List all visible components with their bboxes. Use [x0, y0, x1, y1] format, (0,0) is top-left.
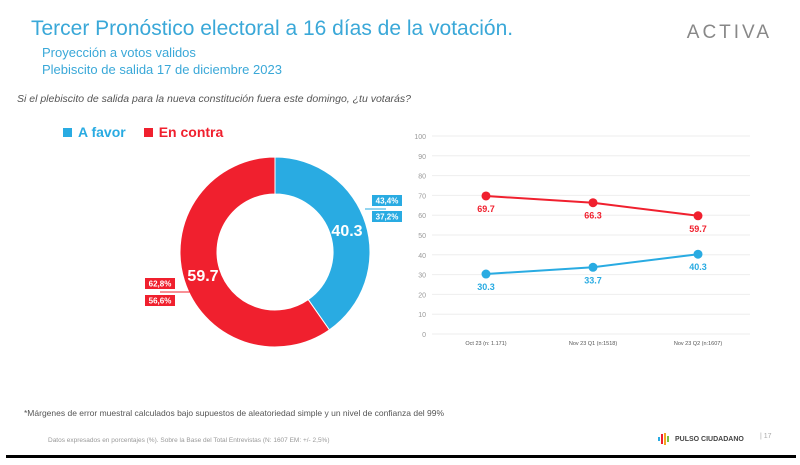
- page-number: | 17: [760, 433, 772, 440]
- data-label: 66.3: [584, 211, 602, 221]
- legend-swatch: [63, 127, 72, 137]
- legend-swatch: [143, 127, 153, 137]
- range-box: [145, 278, 175, 289]
- range-box: [145, 295, 175, 306]
- data-point: [693, 211, 703, 221]
- brand-name: PULSO CIUDADANO: [675, 435, 744, 443]
- survey-question: Si el plebiscito de salida para la nueva…: [17, 93, 411, 105]
- y-tick-label: 100: [414, 134, 426, 141]
- range-box: [372, 211, 402, 222]
- y-tick-label: 80: [418, 174, 426, 181]
- x-tick-label: Nov 23 Q2 (n:1607): [674, 341, 722, 347]
- legend-favor: A favor: [63, 124, 126, 140]
- footnote: *Márgenes de error muestral calculados b…: [24, 408, 445, 418]
- x-tick-label: Nov 23 Q1 (n:1518): [569, 341, 617, 347]
- y-tick-label: 50: [418, 233, 426, 240]
- data-label: 30.3: [477, 282, 495, 292]
- page-title: Tercer Pronóstico electoral a 16 días de…: [31, 17, 514, 40]
- data-point: [481, 269, 491, 279]
- y-tick-label: 20: [418, 292, 426, 299]
- subtitle: Proyección a votos validos: [42, 45, 196, 60]
- y-tick-label: 70: [418, 193, 426, 200]
- slice-label: 40.3: [331, 223, 362, 240]
- x-tick-label: Oct 23 (n: 1.171): [465, 341, 506, 347]
- range-label: 43,4%: [376, 197, 399, 206]
- pulso-logo-icon: [658, 433, 669, 445]
- data-label: 40.3: [689, 262, 707, 272]
- legend-contra: En contra: [143, 124, 224, 140]
- donut-slice: [274, 156, 371, 331]
- activa-logo: ACTIVA: [686, 22, 772, 43]
- range-label: 62,8%: [149, 280, 172, 289]
- subtitle-date: Plebiscito de salida 17 de diciembre 202…: [42, 62, 282, 77]
- y-tick-label: 90: [418, 154, 426, 161]
- data-label: 69.7: [477, 204, 495, 214]
- range-label: 56,6%: [149, 297, 172, 306]
- data-label: 59.7: [689, 224, 707, 234]
- data-point: [588, 262, 598, 272]
- legend-label: En contra: [158, 124, 224, 140]
- legend-label: A favor: [78, 124, 126, 140]
- y-tick-label: 10: [418, 312, 426, 319]
- y-tick-label: 30: [418, 273, 426, 280]
- data-point: [588, 198, 598, 208]
- divider: [6, 455, 796, 458]
- legend: A favor En contra: [63, 124, 223, 140]
- range-box: [372, 195, 402, 206]
- donut-slice: [179, 156, 331, 348]
- y-tick-label: 40: [418, 253, 426, 260]
- data-label: 33.7: [584, 275, 602, 285]
- data-point: [693, 249, 703, 259]
- y-tick-label: 60: [418, 213, 426, 220]
- range-label: 37,2%: [376, 213, 399, 222]
- y-tick-label: 0: [422, 332, 426, 339]
- brand: PULSO CIUDADANO: [658, 433, 744, 445]
- slice-label: 59.7: [187, 268, 218, 285]
- source-note: Datos expresados en porcentajes (%). Sob…: [48, 437, 330, 444]
- data-point: [481, 191, 491, 201]
